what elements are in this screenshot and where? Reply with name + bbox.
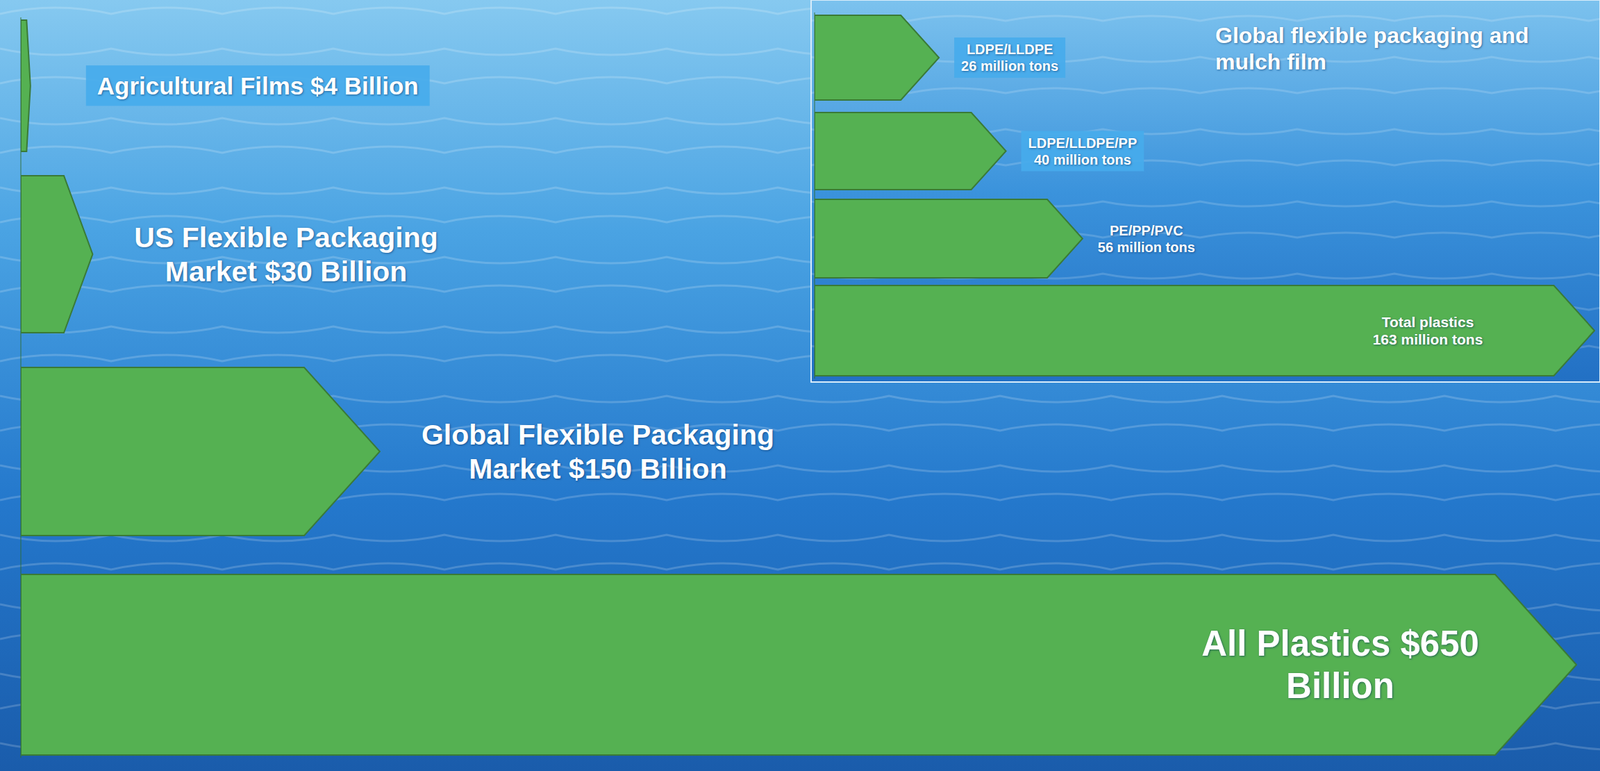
- title-line: mulch film: [1215, 49, 1327, 75]
- label-part: $4 Billion: [303, 72, 419, 100]
- arrow-bar: [20, 367, 380, 536]
- wave: [811, 88, 1600, 94]
- label-line: All Plastics $650: [1201, 623, 1480, 664]
- arrow-bar: [814, 15, 939, 100]
- label-part: 40 million tons: [1034, 152, 1132, 168]
- arrow-bar: [20, 20, 31, 152]
- arrow-bar: [814, 285, 1595, 376]
- label-part: US Flexible Packaging: [134, 221, 438, 254]
- label-line: Market $30 Billion: [165, 255, 408, 288]
- arrow-bar: [20, 574, 1577, 755]
- data-label: LDPE/LLDPE26 million tons: [954, 37, 1066, 78]
- label-part: PE/PP/PVC: [1109, 222, 1184, 239]
- data-label: Total plastics163 million tons: [1372, 313, 1484, 348]
- title-line: Global flexible packaging and: [1215, 22, 1530, 48]
- label-line: 163 million tons: [1372, 331, 1484, 348]
- data-label: PE/PP/PVC56 million tons: [1097, 222, 1196, 255]
- label-part: $650: [1390, 623, 1480, 664]
- label-part: Agricultural Films: [97, 72, 305, 100]
- label-line: Billion: [1286, 665, 1395, 706]
- label-line: 56 million tons: [1097, 239, 1196, 255]
- label-box: [1021, 131, 1145, 172]
- data-label: Agricultural Films $4 Billion: [86, 65, 430, 106]
- data-label: US Flexible PackagingMarket $30 Billion: [134, 221, 438, 288]
- data-label: LDPE/LLDPE/PP40 million tons: [1021, 131, 1145, 172]
- arrow-bar: [20, 175, 93, 333]
- label-box: [954, 37, 1066, 78]
- label-part: Global Flexible Packaging: [421, 418, 775, 451]
- chart-root: Agricultural Films $4 Billion US Flexible…: [0, 0, 1600, 771]
- chart-panel: LDPE/LLDPE26 million tons LDPE/LLDPE/PP40…: [811, 0, 1600, 382]
- wave: [0, 563, 1600, 570]
- arrow-bar: [814, 199, 1083, 278]
- label-line: PE/PP/PVC: [1109, 222, 1184, 239]
- label-line: US Flexible Packaging: [134, 221, 438, 254]
- label-part: Billion: [1286, 665, 1395, 706]
- label-line: Total plastics: [1381, 313, 1475, 330]
- label-part: Market: [165, 255, 258, 288]
- bars: [814, 15, 1595, 376]
- data-label: Global Flexible PackagingMarket $150 Bil…: [421, 418, 775, 485]
- wave: [811, 15, 1600, 21]
- arrow-bar: [814, 112, 1007, 190]
- label-part: LDPE/LLDPE: [966, 41, 1053, 57]
- label-box: [86, 65, 430, 106]
- label-part: LDPE/LLDPE/PP: [1028, 135, 1138, 151]
- background: [0, 0, 1600, 771]
- label-line: Global Flexible Packaging: [421, 418, 775, 451]
- label-line: 26 million tons: [961, 58, 1059, 74]
- label-part: Market: [468, 452, 562, 485]
- label-part: All Plastics: [1201, 623, 1391, 664]
- label-line: Agricultural Films $4 Billion: [97, 72, 419, 100]
- label-part: 163 million tons: [1372, 331, 1484, 348]
- label-part: 56 million tons: [1097, 239, 1196, 255]
- label-line: Market $150 Billion: [468, 452, 727, 485]
- label-part: $30 Billion: [256, 255, 407, 288]
- label-part: $150 Billion: [560, 452, 727, 485]
- label-part: 26 million tons: [961, 58, 1059, 74]
- labels: LDPE/LLDPE26 million tons LDPE/LLDPE/PP40…: [954, 37, 1483, 348]
- label-line: LDPE/LLDPE/PP: [1028, 135, 1138, 151]
- inset-title: Global flexible packaging andmulch film: [1215, 22, 1530, 75]
- label-line: LDPE/LLDPE: [966, 41, 1053, 57]
- data-label: All Plastics $650Billion: [1201, 623, 1480, 706]
- label-line: 40 million tons: [1034, 152, 1132, 168]
- label-part: Total plastics: [1381, 313, 1475, 330]
